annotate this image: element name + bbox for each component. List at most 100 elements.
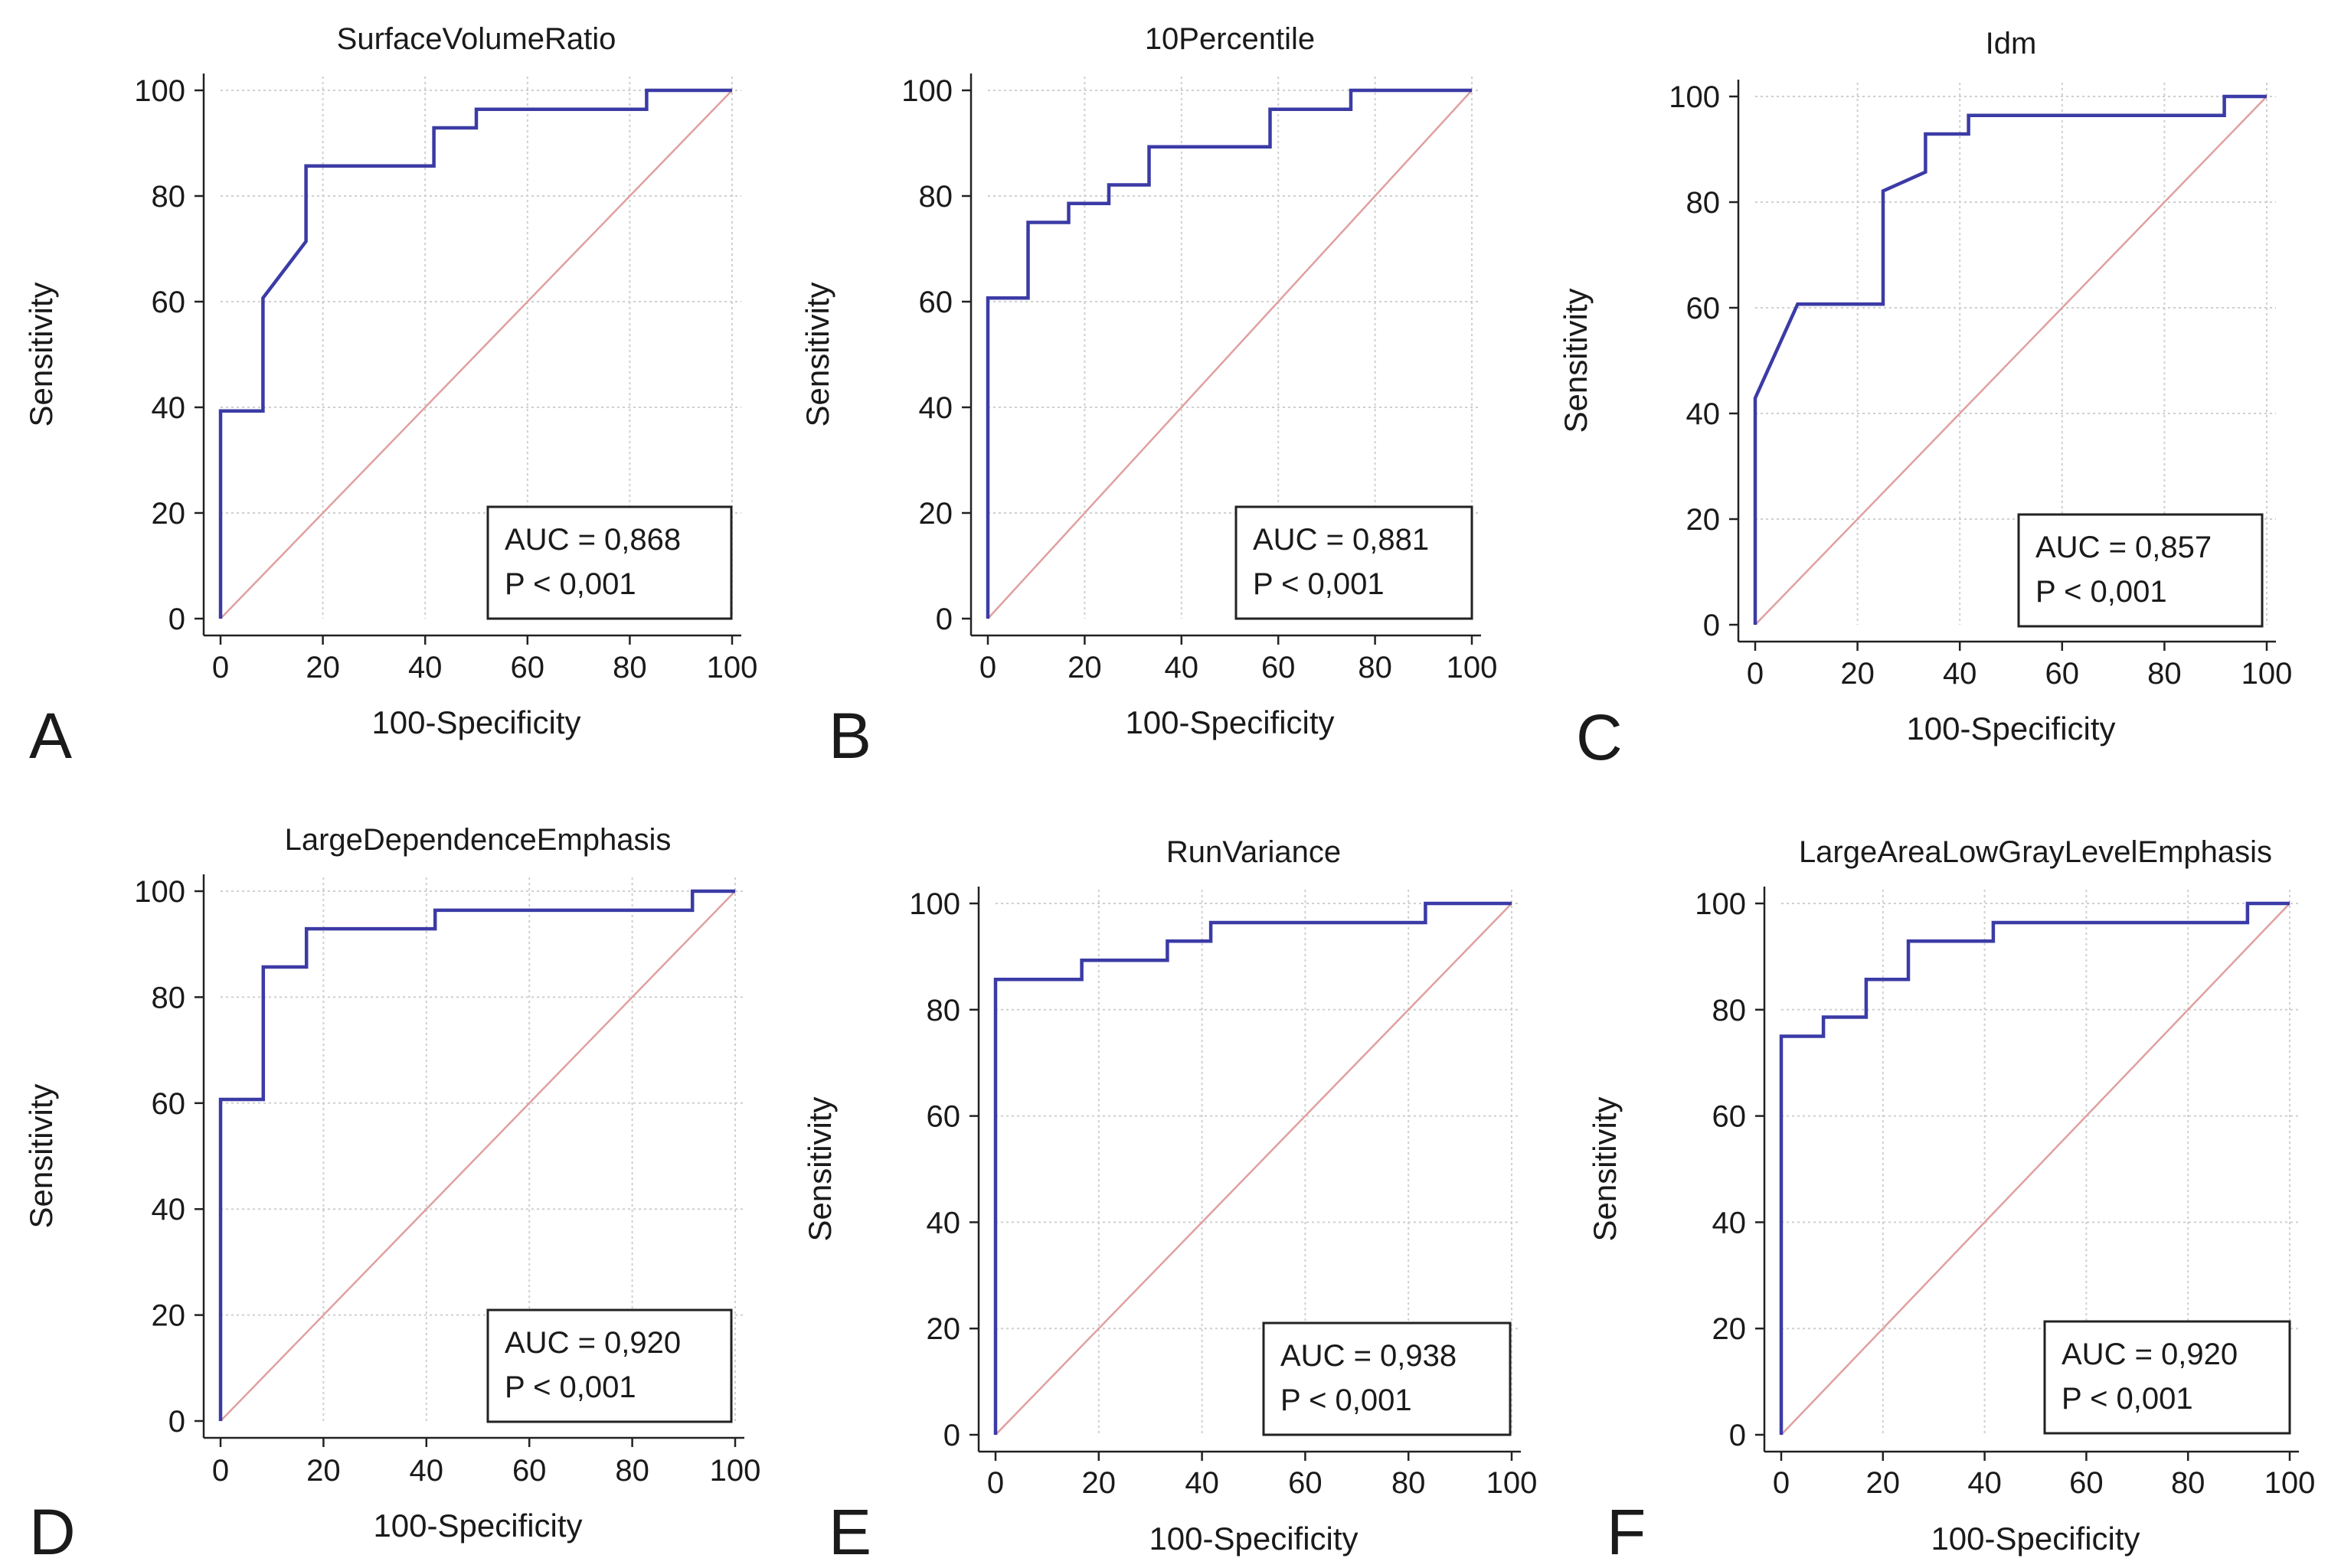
auc-label: AUC = 0,920 <box>505 1326 681 1360</box>
p-value-label: P < 0,001 <box>505 567 636 601</box>
panel-letter: E <box>829 1496 871 1568</box>
y-tick-label: 80 <box>1686 186 1721 220</box>
y-tick-label: 40 <box>152 1193 186 1227</box>
auc-label: AUC = 0,881 <box>1253 523 1429 557</box>
x-axis-title: 100-Specificity <box>371 704 580 740</box>
auc-label: AUC = 0,938 <box>1280 1339 1457 1373</box>
x-tick-label: 40 <box>408 651 443 684</box>
x-tick-label: 100 <box>707 651 758 684</box>
x-tick-label: 20 <box>1866 1466 1901 1500</box>
y-tick-label: 80 <box>919 180 953 214</box>
y-tick-label: 100 <box>901 74 953 108</box>
x-tick-label: 40 <box>410 1454 444 1488</box>
auc-label: AUC = 0,857 <box>2035 531 2212 564</box>
stats-box <box>2043 1320 2291 1435</box>
roc-curve <box>993 901 1512 1435</box>
chart-title: 10Percentile <box>1145 22 1315 56</box>
y-tick-label: 40 <box>152 391 186 425</box>
chart-title: Idm <box>1986 27 2037 60</box>
reference-line <box>220 890 736 1422</box>
reference-line <box>995 903 1512 1436</box>
x-tick-label: 0 <box>212 651 229 684</box>
x-tick-label: 60 <box>2045 657 2080 691</box>
x-tick-label: 40 <box>1943 657 1977 691</box>
p-value-label: P < 0,001 <box>2062 1382 2193 1416</box>
x-tick-label: 20 <box>1840 657 1875 691</box>
x-tick-label: 100 <box>1486 1466 1538 1500</box>
reference-line <box>1754 96 2268 626</box>
x-tick-label: 0 <box>212 1454 229 1488</box>
chart-panel-a: 0 20 40 60 80 100 0 20 40 60 80 100 SurfaceVolumeRat… <box>23 22 757 772</box>
x-tick-label: 80 <box>615 1454 649 1488</box>
x-tick-label: 60 <box>1261 651 1296 684</box>
panel-letter: D <box>29 1496 76 1568</box>
chart-panel-f: 0 20 40 60 80 100 0 20 40 60 80 100 LargeAreaLowGray… <box>1587 835 2315 1568</box>
x-tick-label: 40 <box>1967 1466 2002 1500</box>
panel-letter: B <box>829 700 871 772</box>
y-tick-label: 100 <box>1695 887 1746 921</box>
y-tick-label: 0 <box>943 1419 960 1452</box>
x-tick-label: 40 <box>1185 1466 1219 1500</box>
x-tick-label: 100 <box>1447 651 1498 684</box>
x-tick-label: 60 <box>2069 1466 2104 1500</box>
y-tick-label: 0 <box>168 603 185 636</box>
x-axis-title: 100-Specificity <box>1906 710 2115 746</box>
y-tick-label: 0 <box>936 603 953 636</box>
roc-curve <box>218 889 735 1421</box>
y-tick-label: 40 <box>927 1206 961 1240</box>
y-tick-label: 60 <box>927 1100 961 1134</box>
y-tick-label: 60 <box>919 286 953 319</box>
reference-line <box>220 90 733 619</box>
chart-title: LargeAreaLowGrayLevelEmphasis <box>1799 835 2272 869</box>
y-tick-label: 60 <box>152 286 186 319</box>
stats-box <box>2017 513 2264 628</box>
x-tick-label: 40 <box>1165 651 1199 684</box>
panel-letter: F <box>1607 1496 1646 1568</box>
y-axis-title: Sensitivity <box>1558 288 1594 433</box>
x-tick-label: 20 <box>1068 651 1102 684</box>
x-tick-label: 100 <box>2264 1466 2316 1500</box>
roc-curve <box>218 88 732 619</box>
y-tick-label: 100 <box>909 887 960 921</box>
y-tick-label: 100 <box>1669 80 1720 114</box>
chart-panel-b: 0 20 40 60 80 100 0 20 40 60 80 100 10Percentile 100-… <box>799 22 1497 772</box>
x-tick-label: 0 <box>979 651 996 684</box>
chart-panel-d: 0 20 40 60 80 100 0 20 40 60 80 100 LargeDependenceE… <box>23 823 760 1568</box>
panel-letter: A <box>29 700 72 772</box>
y-tick-label: 20 <box>1712 1312 1747 1346</box>
p-value-label: P < 0,001 <box>1280 1383 1412 1417</box>
x-tick-label: 80 <box>2147 657 2182 691</box>
x-tick-label: 60 <box>1288 1466 1323 1500</box>
y-tick-label: 20 <box>927 1312 961 1346</box>
x-tick-label: 0 <box>1773 1466 1790 1500</box>
y-tick-label: 0 <box>1703 609 1720 642</box>
roc-curve <box>986 88 1472 619</box>
p-value-label: P < 0,001 <box>2035 575 2167 609</box>
chart-title: LargeDependenceEmphasis <box>285 823 672 857</box>
stats-box <box>1262 1321 1512 1436</box>
x-tick-label: 60 <box>512 1454 547 1488</box>
stats-box <box>1234 505 1473 620</box>
y-tick-label: 80 <box>152 180 186 214</box>
y-axis-title: Sensitivity <box>802 1096 838 1241</box>
chart-title: RunVariance <box>1166 835 1341 869</box>
y-tick-label: 60 <box>1712 1100 1747 1134</box>
y-tick-label: 0 <box>1729 1419 1746 1452</box>
x-tick-label: 100 <box>2241 657 2293 691</box>
y-tick-label: 40 <box>919 391 953 425</box>
y-tick-label: 20 <box>1686 503 1721 537</box>
y-tick-label: 20 <box>152 1299 186 1333</box>
x-axis-title: 100-Specificity <box>373 1508 582 1544</box>
x-tick-label: 60 <box>511 651 545 684</box>
y-tick-label: 20 <box>152 497 186 531</box>
x-axis-title: 100-Specificity <box>1931 1521 2140 1557</box>
y-tick-label: 40 <box>1712 1206 1747 1240</box>
stats-box <box>486 505 733 620</box>
roc-curve <box>1779 901 2290 1435</box>
x-tick-label: 0 <box>987 1466 1004 1500</box>
p-value-label: P < 0,001 <box>505 1370 636 1404</box>
x-tick-label: 0 <box>1747 657 1764 691</box>
y-tick-label: 0 <box>168 1405 185 1439</box>
y-axis-title: Sensitivity <box>23 282 59 426</box>
